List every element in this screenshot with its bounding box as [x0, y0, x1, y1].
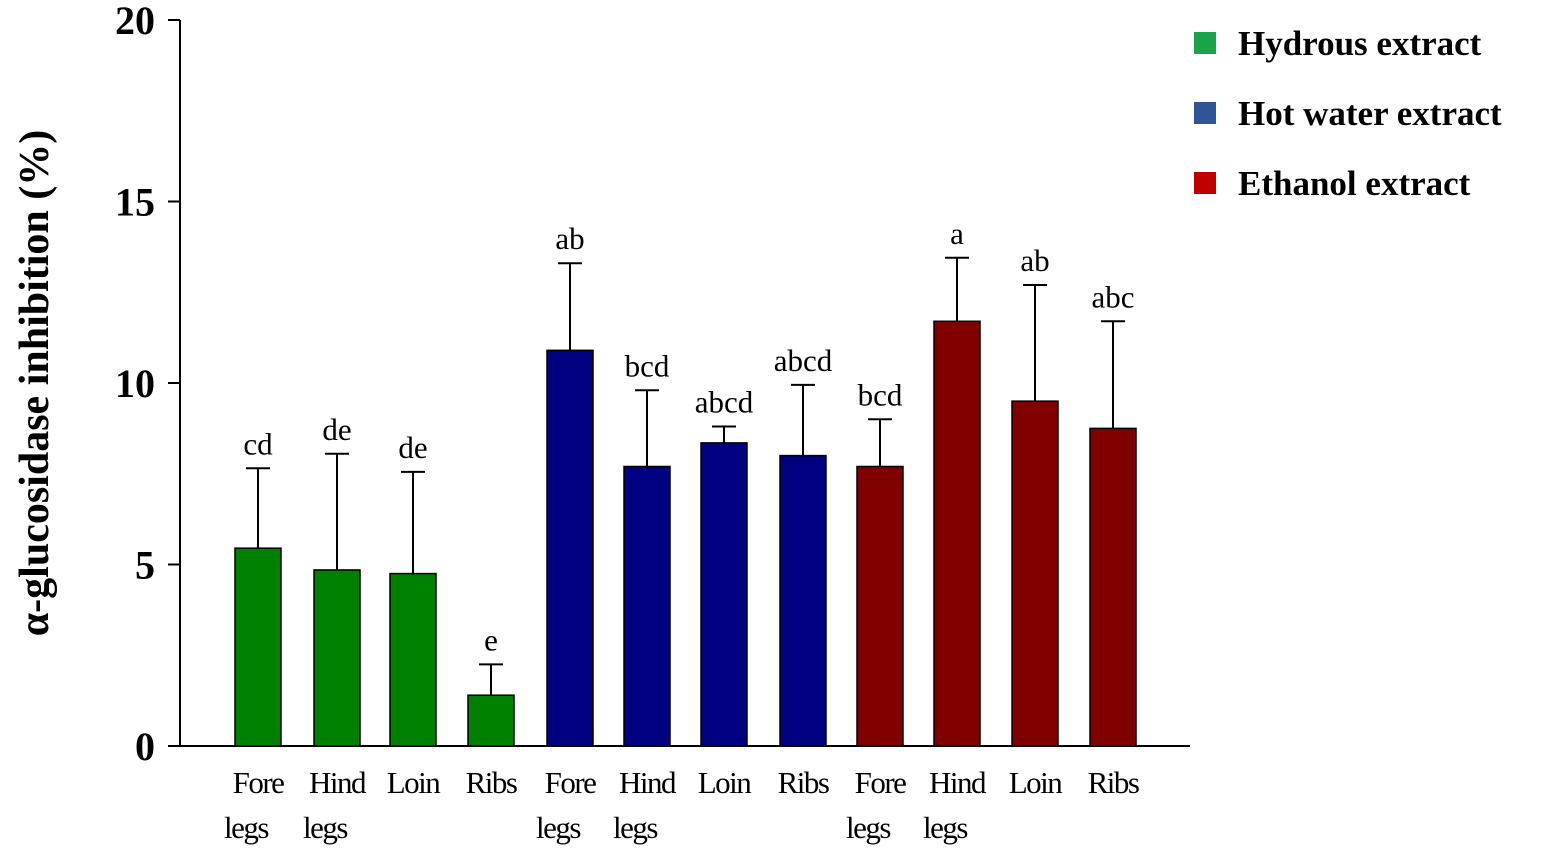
- significance-letter: e: [484, 622, 498, 657]
- bar: [546, 349, 594, 747]
- significance-letter: ab: [555, 221, 584, 256]
- significance-letter: bcd: [625, 348, 670, 383]
- significance-letter: bcd: [858, 377, 903, 412]
- x-tick-label: Loin: [1009, 765, 1064, 800]
- legend-label: Ethanol extract: [1238, 164, 1471, 203]
- bar: [856, 465, 904, 747]
- x-tick-label-line2: legs: [923, 810, 967, 845]
- bar: [1089, 427, 1137, 747]
- bar: [1011, 400, 1059, 747]
- significance-letter: de: [322, 412, 351, 447]
- x-tick-label: Hind: [309, 765, 367, 800]
- bars: cdForelegsdeHindlegsdeLoineRibsabForeleg…: [224, 216, 1140, 845]
- legend-label: Hydrous extract: [1238, 24, 1482, 63]
- x-tick-label: Hind: [929, 765, 987, 800]
- bar: [933, 320, 981, 747]
- bar: [623, 465, 671, 747]
- bar: [389, 572, 437, 747]
- y-axis-label: α-glucosidase inhibition (%): [12, 130, 58, 637]
- x-tick-label-line2: legs: [224, 810, 268, 845]
- x-tick-label: Loin: [698, 765, 753, 800]
- x-tick-label-line2: legs: [536, 810, 580, 845]
- significance-letter: a: [950, 216, 964, 251]
- x-tick-label-line2: legs: [613, 810, 657, 845]
- bar: [313, 569, 361, 747]
- significance-letter: abc: [1091, 279, 1134, 314]
- x-tick-label: Fore: [233, 765, 285, 800]
- y-tick-label: 10: [115, 361, 155, 406]
- y-tick-label: 0: [135, 724, 155, 769]
- bar: [234, 547, 282, 747]
- x-tick-label: Ribs: [1088, 765, 1139, 800]
- legend-swatch: [1194, 32, 1216, 54]
- x-tick-label: Ribs: [466, 765, 517, 800]
- bar: [700, 442, 748, 747]
- x-tick-label: Ribs: [778, 765, 829, 800]
- legend: Hydrous extract Hot water extract Ethanol …: [1194, 24, 1502, 203]
- significance-letter: ab: [1020, 243, 1049, 278]
- x-tick-label: Fore: [545, 765, 597, 800]
- significance-letter: abcd: [695, 385, 754, 420]
- significance-letter: cd: [243, 426, 273, 461]
- y-tick-label: 15: [115, 180, 155, 225]
- x-tick-label: Hind: [619, 765, 677, 800]
- legend-swatch: [1194, 102, 1216, 124]
- legend-label: Hot water extract: [1238, 94, 1502, 133]
- x-tick-label-line2: legs: [846, 810, 890, 845]
- legend-swatch: [1194, 172, 1216, 194]
- bar: [779, 454, 827, 747]
- bar: [467, 694, 515, 747]
- x-tick-label: Loin: [387, 765, 442, 800]
- significance-letter: de: [398, 430, 427, 465]
- x-tick-label: Fore: [855, 765, 907, 800]
- y-tick-label: 5: [135, 543, 155, 588]
- x-tick-label-line2: legs: [303, 810, 347, 845]
- significance-letter: abcd: [774, 343, 833, 378]
- y-tick-label: 20: [115, 0, 155, 43]
